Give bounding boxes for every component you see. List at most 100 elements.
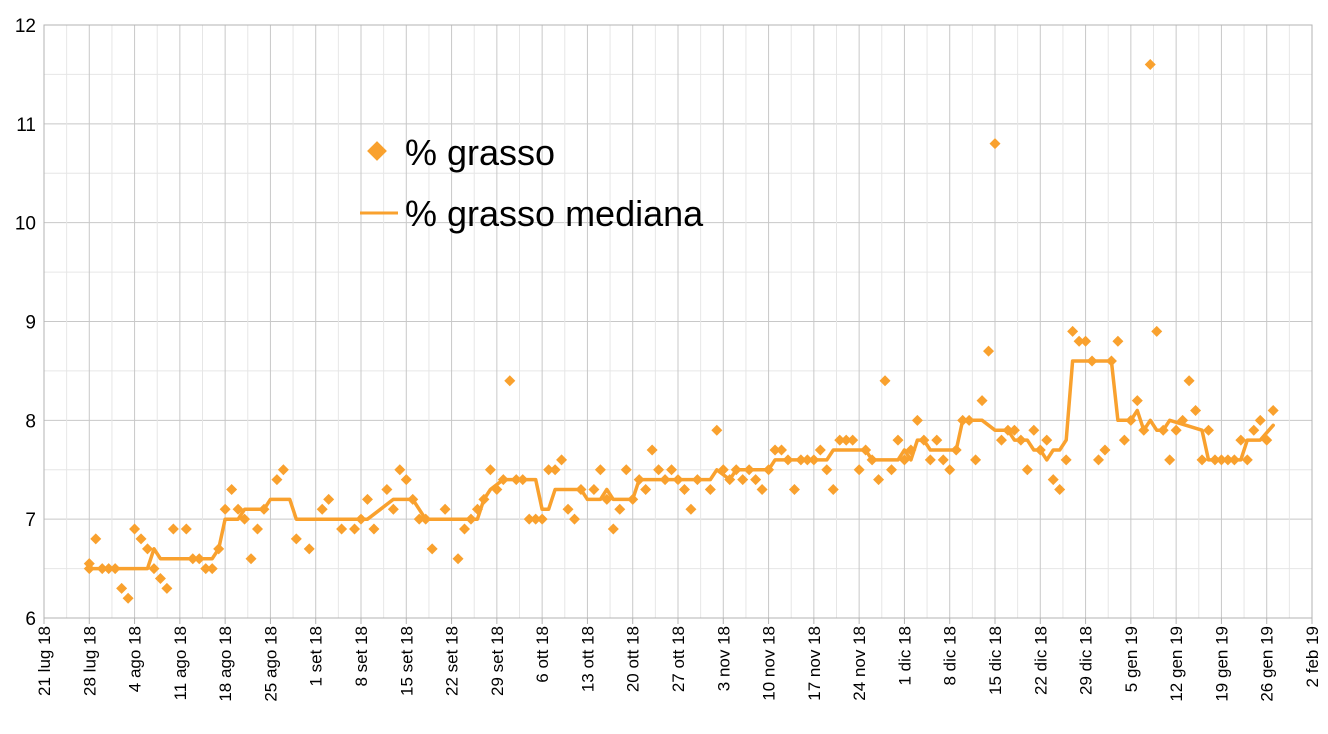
median-line-layer xyxy=(87,359,1275,571)
x-tick-label: 8 dic 18 xyxy=(941,626,960,686)
data-point xyxy=(1235,434,1247,446)
x-tick-label: 24 nov 18 xyxy=(850,626,869,701)
data-point xyxy=(1254,414,1266,426)
data-point xyxy=(963,414,975,426)
axes: 6 7 8 9 10 11 12 21 lug 18 28 lug 18 4 ago 18 11 a… xyxy=(15,16,1322,702)
data-point xyxy=(834,434,846,446)
data-point xyxy=(381,484,393,496)
data-point xyxy=(355,513,367,525)
scatter-points-layer xyxy=(83,59,1279,604)
data-point xyxy=(614,503,626,515)
data-point xyxy=(439,503,451,515)
data-point xyxy=(484,464,496,476)
legend-label-scatter: % grasso xyxy=(405,132,555,173)
data-point xyxy=(497,474,509,486)
data-point xyxy=(853,464,865,476)
data-point xyxy=(931,434,943,446)
data-point xyxy=(918,434,930,446)
legend: % grasso % grasso mediana xyxy=(360,132,704,234)
data-point xyxy=(601,493,613,505)
data-point xyxy=(678,484,690,496)
data-point xyxy=(1073,335,1085,347)
data-point xyxy=(795,454,807,466)
data-point xyxy=(1002,424,1014,436)
x-tick-label: 11 ago 18 xyxy=(171,626,190,700)
data-point xyxy=(1177,414,1189,426)
data-point xyxy=(1112,335,1124,347)
x-tick-label: 1 set 18 xyxy=(307,626,326,687)
data-point xyxy=(691,474,703,486)
x-tick-label: 17 nov 18 xyxy=(805,626,824,701)
data-point xyxy=(1267,404,1279,416)
data-point xyxy=(549,464,561,476)
data-point xyxy=(452,553,464,565)
data-point xyxy=(866,454,878,466)
data-point xyxy=(161,582,173,594)
data-point xyxy=(122,592,134,604)
y-tick-label: 6 xyxy=(25,609,36,630)
data-point xyxy=(142,543,154,555)
data-point xyxy=(808,454,820,466)
data-point xyxy=(873,474,885,486)
data-point xyxy=(711,424,723,436)
data-point xyxy=(957,414,969,426)
y-tick-label: 12 xyxy=(15,16,36,37)
data-point xyxy=(394,464,406,476)
data-point xyxy=(336,523,348,535)
data-point xyxy=(1164,454,1176,466)
data-point xyxy=(478,493,490,505)
data-point xyxy=(232,503,244,515)
data-point xyxy=(523,513,535,525)
data-point xyxy=(607,523,619,535)
data-point xyxy=(653,464,665,476)
data-point xyxy=(530,513,542,525)
data-point xyxy=(1041,434,1053,446)
data-point xyxy=(245,553,257,565)
data-point xyxy=(1054,484,1066,496)
data-point xyxy=(717,464,729,476)
data-point xyxy=(1099,444,1111,456)
data-point xyxy=(83,558,95,570)
x-tick-label: 26 gen 19 xyxy=(1258,626,1277,702)
data-point xyxy=(1080,335,1092,347)
data-point xyxy=(620,464,632,476)
x-tick-label: 21 lug 18 xyxy=(35,626,54,696)
data-point xyxy=(148,563,160,575)
data-point xyxy=(200,563,212,575)
data-point xyxy=(116,582,128,594)
data-point xyxy=(911,414,923,426)
data-point xyxy=(801,454,813,466)
data-point xyxy=(206,563,218,575)
data-point xyxy=(1183,375,1195,387)
x-tick-label: 25 ago 18 xyxy=(261,626,280,702)
data-point xyxy=(704,484,716,496)
data-point xyxy=(905,444,917,456)
data-point xyxy=(103,563,115,575)
data-point xyxy=(1015,434,1027,446)
data-point xyxy=(627,493,639,505)
x-tick-label: 1 dic 18 xyxy=(895,626,914,686)
data-point xyxy=(323,493,335,505)
data-point xyxy=(860,444,872,456)
data-point xyxy=(1086,355,1098,367)
data-point xyxy=(1241,454,1253,466)
data-point xyxy=(96,563,108,575)
data-point xyxy=(465,513,477,525)
y-tick-label: 8 xyxy=(25,411,36,432)
x-tick-label: 29 set 18 xyxy=(488,626,507,696)
data-point xyxy=(814,444,826,456)
data-point xyxy=(575,484,587,496)
data-point xyxy=(788,484,800,496)
data-point xyxy=(271,474,283,486)
data-point xyxy=(730,464,742,476)
data-point xyxy=(135,533,147,545)
data-point xyxy=(543,464,555,476)
data-point xyxy=(1228,454,1240,466)
data-point xyxy=(1028,424,1040,436)
data-point xyxy=(885,464,897,476)
data-point xyxy=(277,464,289,476)
data-point xyxy=(756,484,768,496)
data-point xyxy=(1067,325,1079,337)
median-line xyxy=(87,359,1275,571)
data-point xyxy=(1190,404,1202,416)
